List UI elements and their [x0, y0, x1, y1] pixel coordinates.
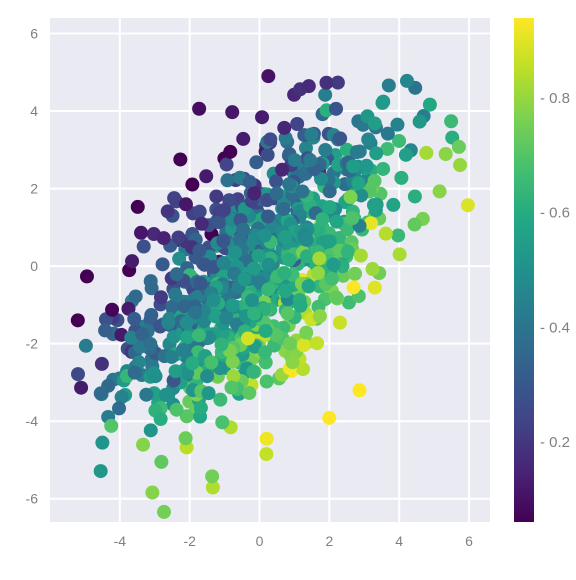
x-tick-label: -4 — [114, 533, 127, 549]
y-tick-label: 2 — [30, 181, 38, 197]
y-tick-label: 0 — [30, 258, 38, 274]
x-tick-label: 0 — [256, 533, 264, 549]
colorbar-tick-label: - 0.2 — [540, 434, 570, 451]
x-tick-label: 4 — [395, 533, 403, 549]
x-tick-label: 2 — [325, 533, 333, 549]
x-tick-label: 6 — [465, 533, 473, 549]
colorbar-tick-label: - 0.8 — [540, 90, 570, 107]
scatter-chart: -4 -2 0 2 4 6 -6 -4 -2 0 2 4 6 - 0.2 - 0.4 - 0.6 - 0.8 — [0, 0, 576, 580]
y-tick-label: 4 — [30, 103, 38, 119]
colorbar-tick-label: - 0.6 — [540, 205, 570, 222]
y-tick-label: -4 — [26, 413, 39, 429]
colorbar-tick-label: - 0.4 — [540, 319, 570, 336]
y-tick-label: 6 — [30, 26, 38, 42]
y-tick-label: -6 — [26, 491, 39, 507]
x-tick-label: -2 — [183, 533, 196, 549]
colorbar — [514, 18, 534, 522]
y-tick-label: -2 — [26, 336, 39, 352]
